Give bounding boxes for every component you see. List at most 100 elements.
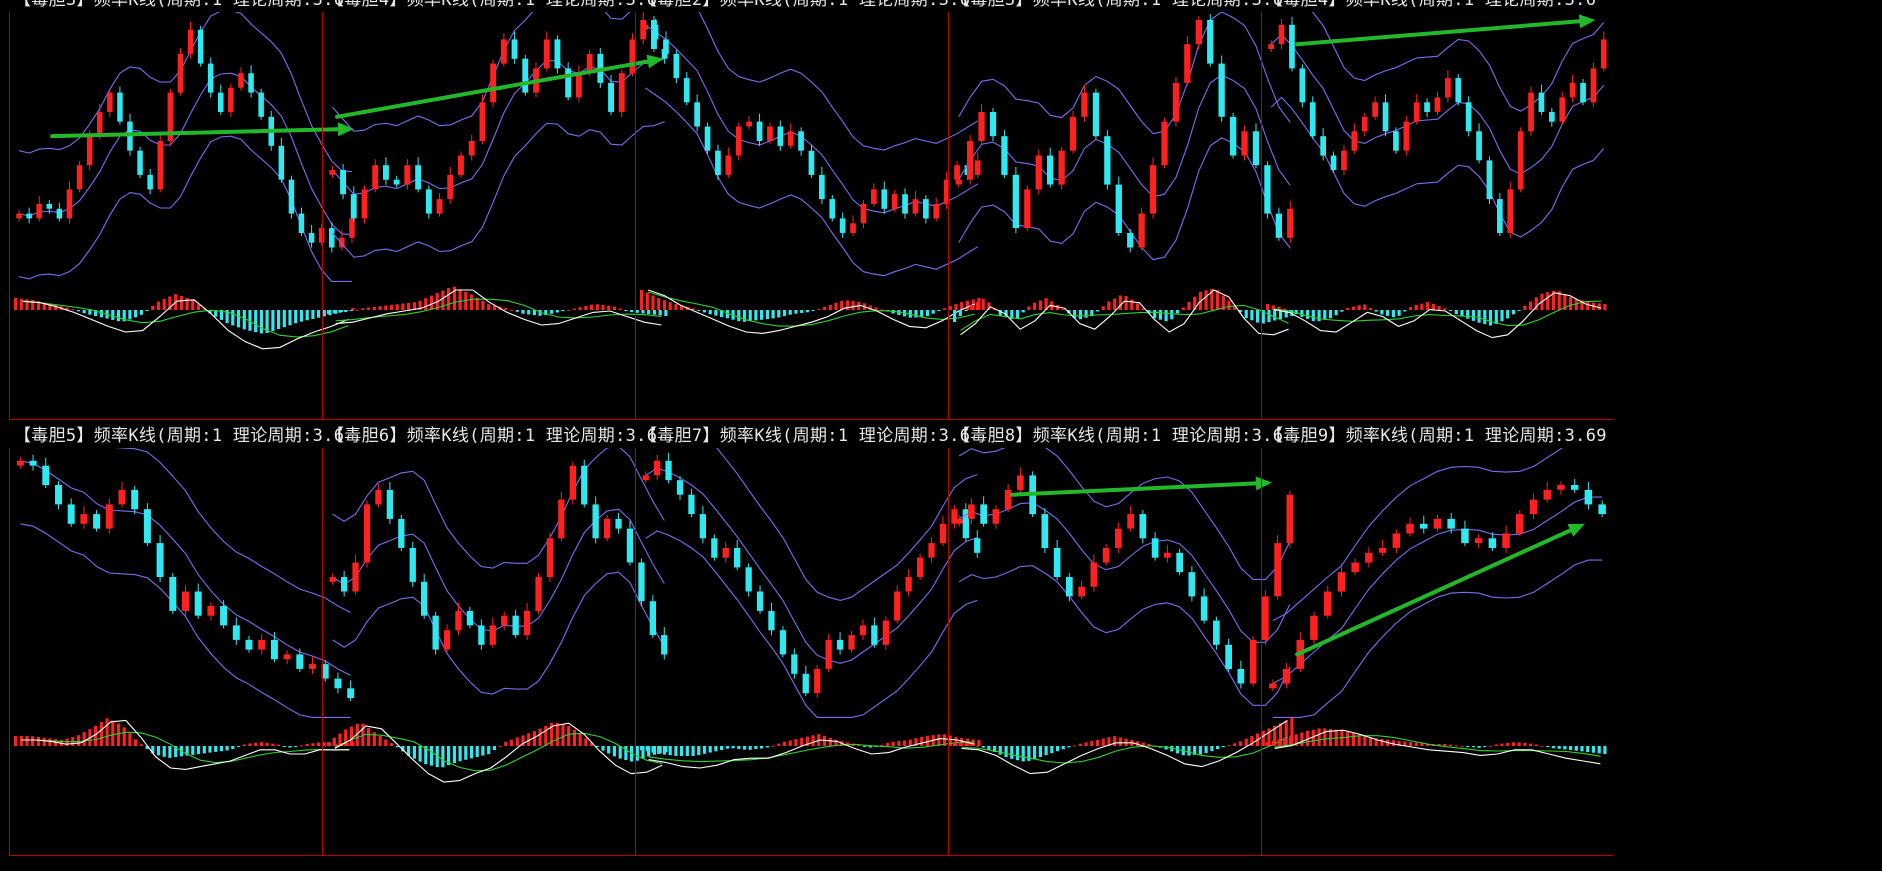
macd-bar: [139, 744, 143, 746]
candle: [1584, 489, 1593, 505]
macd-bar: [1351, 733, 1355, 746]
candle: [825, 639, 832, 669]
macd-bar: [800, 310, 804, 313]
macd-bar: [1158, 310, 1162, 320]
macd-bar: [1267, 728, 1271, 746]
candle: [1393, 131, 1399, 151]
candlestick-chart: [953, 448, 1294, 775]
macd-bar: [1529, 301, 1533, 310]
macd-bar: [544, 310, 548, 316]
macd-bar: [1414, 742, 1418, 746]
candle: [42, 465, 50, 486]
candle: [352, 562, 359, 592]
macd-bar: [657, 298, 661, 310]
macd-bar: [202, 746, 206, 754]
macd-bar: [1443, 308, 1447, 310]
candle: [871, 625, 878, 645]
macd-bar: [1238, 310, 1242, 313]
macd-bar: [782, 310, 787, 317]
macd-bar: [344, 310, 348, 313]
candle: [905, 577, 912, 592]
macd-bar: [441, 290, 445, 310]
macd-bar: [1233, 306, 1237, 310]
macd-bar: [1300, 732, 1304, 746]
candle: [951, 509, 958, 524]
macd-bar: [897, 741, 901, 746]
macd-bar: [771, 745, 775, 747]
macd-bar: [1010, 746, 1014, 759]
macd-bar: [874, 307, 878, 310]
band-upper: [18, 12, 353, 173]
macd-bar: [332, 737, 336, 746]
candle: [1090, 562, 1098, 587]
macd-bar: [168, 746, 172, 758]
candle: [1035, 155, 1042, 190]
macd-bar: [1170, 310, 1174, 320]
macd-bar: [1328, 310, 1333, 319]
macd-bar: [162, 746, 166, 757]
macd-bar: [452, 746, 456, 763]
macd-bar: [1067, 746, 1071, 748]
band-mid: [645, 467, 978, 664]
macd-bar: [429, 746, 434, 766]
macd-bar: [1414, 305, 1418, 310]
macd-bar: [196, 746, 201, 755]
candle: [974, 160, 981, 175]
band-lower: [644, 87, 979, 277]
candle: [722, 548, 729, 558]
chart-frame: [9, 448, 361, 856]
macd-bar: [1256, 310, 1260, 323]
macd-bar: [674, 304, 678, 310]
macd-bar: [31, 299, 35, 310]
candle: [1207, 20, 1214, 64]
macd-bar: [521, 735, 525, 746]
macd-bar: [1135, 741, 1140, 746]
macd-dif-line: [334, 722, 663, 783]
candle: [228, 87, 234, 112]
macd-bar: [931, 310, 935, 314]
macd-bar: [1357, 305, 1361, 310]
macd-bar: [242, 310, 246, 330]
macd-bar: [1101, 306, 1105, 310]
candle: [1461, 528, 1469, 544]
macd-bar: [903, 740, 907, 746]
candle: [1102, 548, 1110, 563]
macd-bar: [128, 310, 132, 320]
macd-bar: [1181, 307, 1185, 310]
candle: [501, 615, 508, 626]
candle: [309, 664, 316, 669]
macd-bar: [1135, 303, 1140, 310]
macd-bar: [305, 744, 309, 746]
candle: [1528, 92, 1534, 132]
candle: [882, 620, 889, 645]
macd-bar: [447, 746, 451, 766]
macd-bar: [214, 310, 218, 317]
macd-bar: [720, 310, 724, 317]
macd-bar: [1153, 310, 1157, 319]
chart-title: 【毒胆8】频率K线(周期:1 理论周期:3.6: [953, 426, 1284, 446]
trend-arrow-line: [1010, 481, 1258, 497]
candle: [393, 179, 400, 185]
candle: [939, 523, 947, 544]
candle: [404, 165, 411, 185]
macd-bar: [828, 304, 832, 310]
macd-bar: [1244, 738, 1248, 746]
candle: [93, 514, 101, 529]
macd-bar: [1278, 310, 1283, 319]
candle: [1488, 538, 1497, 548]
macd-bar: [288, 310, 292, 326]
candle: [1127, 233, 1134, 248]
macd-bar: [937, 310, 941, 311]
macd-bar: [42, 737, 46, 746]
macd-bar: [54, 305, 58, 310]
macd-bar: [834, 739, 838, 746]
candle: [296, 654, 304, 669]
macd-bar: [1283, 308, 1287, 310]
macd-bar: [156, 301, 161, 310]
candle: [1127, 514, 1134, 529]
macd-bar: [1204, 290, 1208, 310]
macd-bar: [805, 310, 809, 313]
candle: [182, 591, 189, 611]
candle: [1024, 189, 1031, 229]
candle: [1351, 562, 1359, 573]
